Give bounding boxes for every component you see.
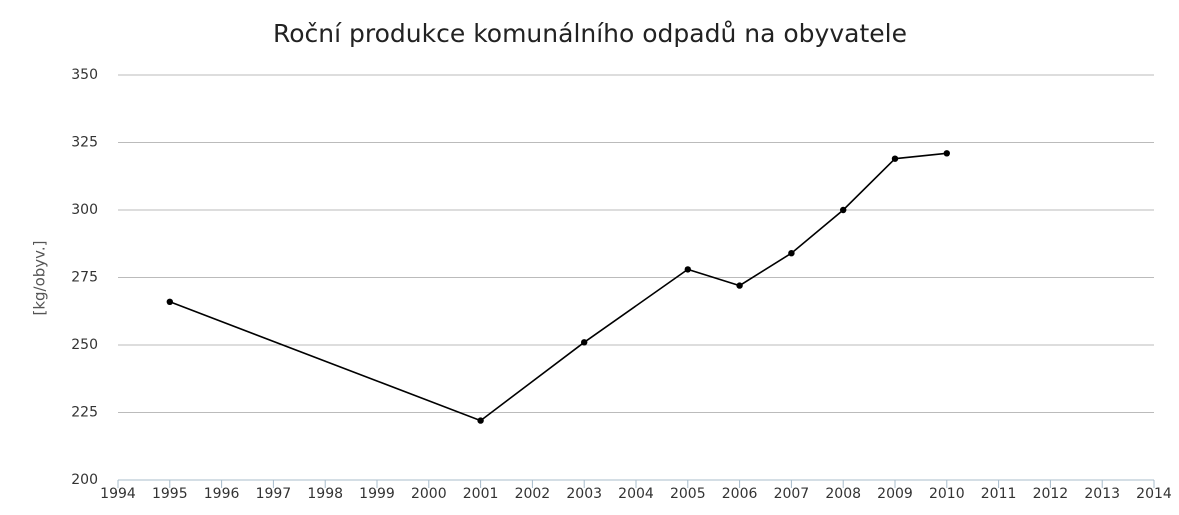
data-point [840,206,847,214]
x-tick-label: 2005 [670,486,706,502]
y-tick-label: 200 [71,472,98,488]
x-tick-label: 2009 [877,486,913,502]
data-line [169,152,947,422]
x-tick-label: 2012 [1033,486,1069,502]
x-tick-label: 2014 [1136,486,1172,502]
x-tick-label: 2013 [1084,486,1120,502]
x-tick-label: 2008 [825,486,861,502]
y-tick-label: 275 [71,270,98,286]
x-tick-label: 2011 [981,486,1017,502]
x-tick-label: 2002 [515,486,551,502]
data-point [736,282,743,289]
data-point [788,250,795,257]
x-tick-label: 1996 [204,486,240,502]
data-point [581,339,588,346]
x-tick-label: 1995 [152,486,188,502]
x-tick-label: 2010 [929,486,965,502]
x-tick-label: 1998 [307,486,343,502]
x-tick-label: 2006 [722,486,758,502]
x-tick-label: 1997 [256,486,292,502]
y-axis-label: [kg/obyv.] [31,240,49,315]
y-tick-label: 350 [71,67,98,83]
data-point [166,298,173,305]
x-tick-label: 1999 [359,486,395,502]
data-point [477,417,484,424]
x-tick-label: 1994 [100,486,136,502]
x-tick-label: 2000 [411,486,447,502]
data-point [943,150,950,157]
data-point [684,266,691,273]
chart-title: Roční produkce komunálního odpadů na oby… [273,19,907,48]
x-tick-label: 2007 [774,486,810,502]
x-tick-label: 2004 [618,486,654,502]
y-tick-label: 250 [71,337,98,353]
y-tick-label: 300 [71,202,98,218]
data-point [891,155,899,162]
x-tick-label: 2001 [463,486,499,502]
y-tick-label: 225 [71,405,98,421]
y-tick-label: 325 [71,135,98,151]
x-tick-label: 2003 [566,486,602,502]
